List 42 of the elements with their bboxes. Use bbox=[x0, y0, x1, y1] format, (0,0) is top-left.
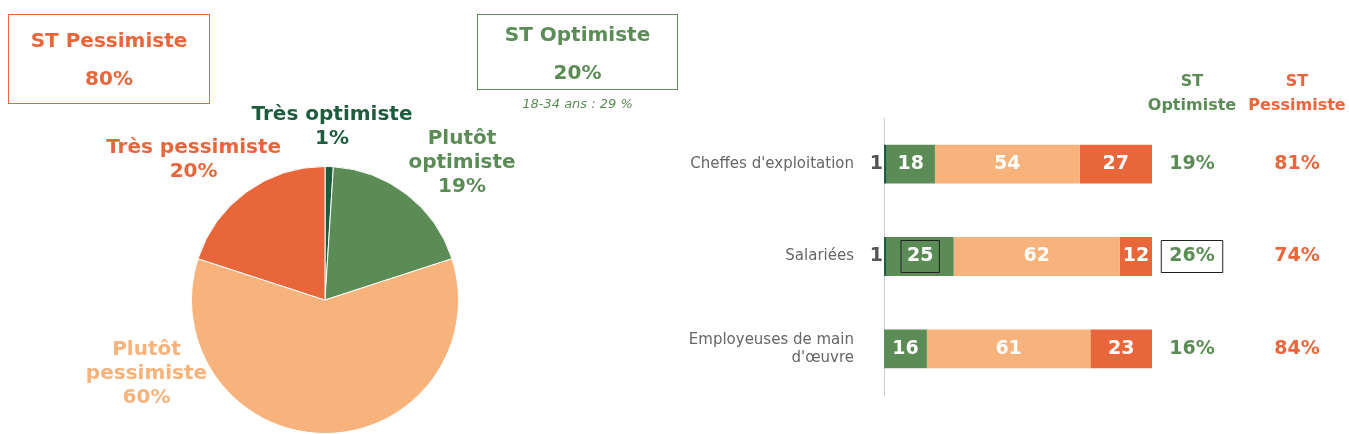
y-tick-label: Employeuses de main d'œuvre bbox=[688, 329, 854, 366]
data-label: 12 bbox=[1122, 243, 1150, 266]
slice-label: Très pessimiste bbox=[106, 133, 282, 158]
data-label: 1% bbox=[315, 124, 349, 149]
y-tick-label: Cheffes d'exploitation bbox=[690, 154, 854, 173]
text: 26% bbox=[1169, 243, 1215, 266]
bar bbox=[1079, 144, 1152, 184]
data-label: 23 bbox=[1107, 335, 1135, 358]
y-tick-label: Salariées bbox=[785, 246, 855, 265]
text: ST Pessimiste bbox=[29, 27, 189, 54]
text: 80% bbox=[84, 65, 134, 92]
text: 81% bbox=[1274, 151, 1320, 174]
data-label: 1 bbox=[869, 243, 883, 266]
data-label: 1 bbox=[869, 151, 883, 174]
data-label: 20% bbox=[169, 157, 218, 182]
bar bbox=[884, 144, 887, 184]
text: ST Optimiste bbox=[503, 21, 652, 48]
data-label: 16 bbox=[892, 335, 919, 358]
bar bbox=[1090, 329, 1152, 369]
data-label: 62 bbox=[1023, 243, 1050, 266]
bar bbox=[926, 329, 1091, 369]
data-label: 27 bbox=[1102, 151, 1130, 174]
slice-label: Très optimiste bbox=[251, 100, 413, 125]
data-label: 61 bbox=[995, 335, 1022, 358]
slice-label: Plutôt optimiste bbox=[408, 125, 516, 174]
text: 16% bbox=[1169, 335, 1215, 358]
data-label: 19% bbox=[438, 173, 486, 198]
bar bbox=[884, 237, 887, 276]
bar bbox=[953, 237, 1120, 276]
text: 18-34 ans : 29 % bbox=[521, 96, 634, 111]
data-label: 25 bbox=[906, 243, 934, 266]
text: 74% bbox=[1274, 243, 1320, 266]
text: ST Optimiste bbox=[1147, 71, 1237, 115]
text: 84% bbox=[1274, 335, 1320, 358]
slice-label: Plutôt pessimiste bbox=[85, 335, 208, 384]
bar bbox=[934, 144, 1080, 184]
text: ST Pessimiste bbox=[1248, 71, 1346, 115]
data-label: 60% bbox=[122, 383, 171, 408]
data-label: 18 bbox=[897, 151, 925, 174]
text: 19% bbox=[1169, 151, 1215, 174]
data-label: 54 bbox=[994, 151, 1021, 174]
text: 20% bbox=[552, 59, 603, 86]
